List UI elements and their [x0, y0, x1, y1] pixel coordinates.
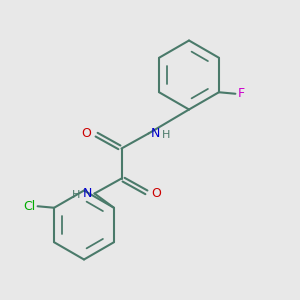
Text: N: N — [83, 187, 92, 200]
Text: O: O — [82, 127, 92, 140]
Text: N: N — [151, 127, 160, 140]
Text: Cl: Cl — [23, 200, 35, 213]
Text: H: H — [72, 190, 81, 200]
Text: O: O — [152, 187, 161, 200]
Text: H: H — [162, 130, 171, 140]
Text: F: F — [238, 87, 245, 100]
